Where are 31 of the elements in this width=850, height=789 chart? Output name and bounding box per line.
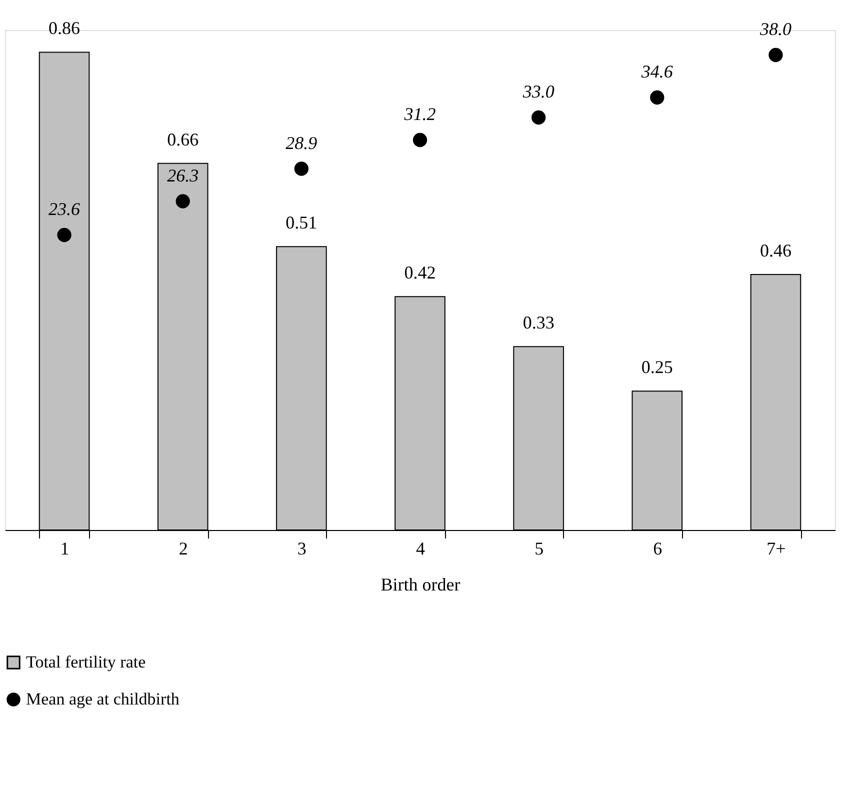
point: [176, 194, 190, 208]
x-tick-label: 4: [416, 538, 425, 558]
data-label: 0.25: [641, 357, 673, 378]
data-label: 0.86: [48, 18, 80, 38]
data-label: 28.9: [286, 132, 318, 153]
x-axis-title: Birth order: [380, 574, 460, 594]
x-tick-label: 3: [297, 538, 306, 558]
data-label: 31.2: [403, 104, 436, 124]
data-label: 0.46: [760, 240, 792, 260]
legend-label: Mean age at childbirth: [26, 690, 180, 708]
legend-label: Total fertility rate: [26, 652, 146, 672]
data-label: 38.0: [758, 19, 792, 39]
point: [650, 90, 664, 105]
x-tick-label: 5: [534, 538, 544, 558]
data-label: 0.42: [404, 262, 436, 283]
data-label: 33.0: [522, 82, 554, 102]
data-label: 0.66: [167, 129, 199, 150]
x-tick-label: 7+: [766, 538, 786, 558]
point: [768, 48, 783, 62]
point: [294, 162, 308, 176]
point: [532, 110, 546, 125]
x-tick-label: 1: [60, 538, 70, 558]
data-label: 26.3: [167, 165, 199, 186]
point: [57, 228, 72, 242]
x-tick-label: 6: [653, 538, 662, 558]
x-tick-label: 2: [178, 538, 188, 558]
data-label: 23.6: [48, 199, 80, 219]
data-label: 0.51: [286, 212, 318, 233]
point: [412, 132, 428, 148]
data-label: 34.6: [640, 62, 673, 82]
data-label: 0.33: [522, 312, 554, 333]
